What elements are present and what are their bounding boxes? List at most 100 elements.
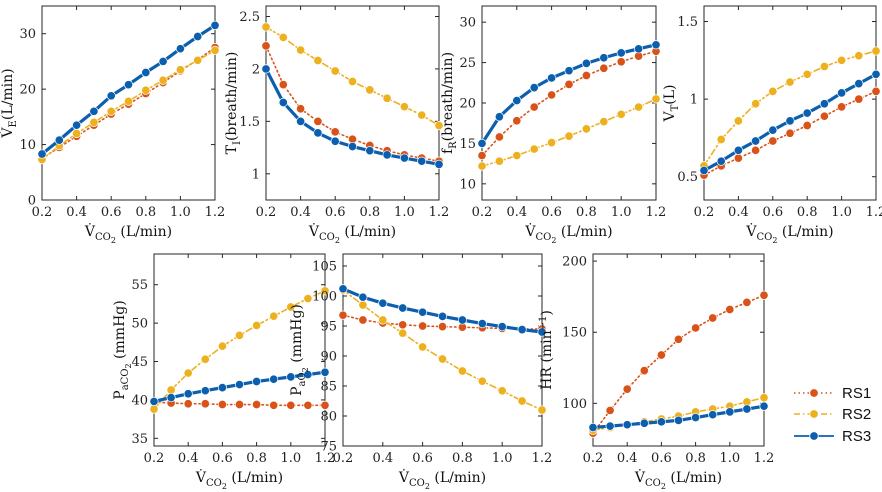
y-axis-label: V̇E(L/min) xyxy=(0,68,19,138)
data-point-rs3 xyxy=(193,31,203,42)
data-point-rs2 xyxy=(434,120,444,131)
data-point-rs2 xyxy=(89,117,99,127)
data-point-rs3 xyxy=(768,125,778,135)
x-tick-label: 1.0 xyxy=(492,451,513,466)
data-point-rs1 xyxy=(278,80,288,90)
plot-frame xyxy=(153,253,326,447)
x-tick-label: 0.6 xyxy=(101,205,122,220)
data-point-rs3 xyxy=(234,380,245,390)
data-point-rs2 xyxy=(261,22,271,32)
data-point-rs1 xyxy=(599,63,609,73)
data-point-rs3 xyxy=(200,386,210,396)
x-tick-label: 0.6 xyxy=(762,205,783,220)
data-point-rs3 xyxy=(616,48,626,58)
x-tick-label: 0.8 xyxy=(246,451,267,466)
data-point-rs2 xyxy=(751,99,761,109)
x-tick-label: 0.2 xyxy=(144,451,165,466)
data-point-rs3 xyxy=(517,325,527,335)
y-axis-label: TI(breath/min) xyxy=(224,52,243,155)
data-point-rs2 xyxy=(252,320,262,330)
x-tick-label: 0.2 xyxy=(694,205,715,220)
data-point-rs3 xyxy=(673,415,684,425)
data-point-rs3 xyxy=(158,56,168,66)
data-point-rs3 xyxy=(398,303,408,313)
data-point-rs3 xyxy=(313,128,323,138)
data-point-rs3 xyxy=(537,327,547,337)
data-point-rs2 xyxy=(158,75,168,85)
legend-label-rs2: RS2 xyxy=(842,406,871,423)
data-point-rs2 xyxy=(166,385,176,395)
data-point-rs2 xyxy=(382,93,392,103)
data-point-rs3 xyxy=(588,422,598,433)
data-point-rs3 xyxy=(418,307,428,317)
data-point-rs1 xyxy=(529,102,539,112)
y-axis-label: HR (min−1) xyxy=(538,310,555,390)
data-point-rs3 xyxy=(286,372,296,382)
data-point-rs2 xyxy=(417,110,427,120)
data-point-rs3 xyxy=(434,159,444,169)
y-tick-label: 105 xyxy=(312,260,337,275)
x-tick-label: 0.6 xyxy=(212,451,233,466)
data-point-rs3 xyxy=(477,138,487,148)
y-tick-label: 15 xyxy=(459,137,476,152)
data-point-rs3 xyxy=(622,420,632,430)
data-point-rs2 xyxy=(716,134,726,145)
data-point-rs3 xyxy=(802,108,812,118)
data-point-rs1 xyxy=(200,399,210,409)
data-point-rs3 xyxy=(529,83,539,93)
plot-frame xyxy=(481,5,657,201)
data-point-rs3 xyxy=(175,44,185,54)
legend: RS1 RS2 RS3 xyxy=(788,378,878,458)
data-point-rs2 xyxy=(347,76,358,87)
panel-pao2: 0.2 0.4 0.6 0.8 1.0 1.27580859095100105V̇CO2 … xyxy=(289,253,552,491)
x-tick-label: 0.4 xyxy=(372,451,393,466)
data-point-rs1 xyxy=(217,399,227,410)
panel-fr: 0.2 0.4 0.6 0.8 1.0 1.2 10 15 20 25 30 V̇CO2 (L/min… xyxy=(440,5,666,245)
data-point-rs3 xyxy=(54,135,64,145)
data-point-rs1 xyxy=(338,310,348,320)
data-point-rs3 xyxy=(512,96,522,106)
data-point-rs3 xyxy=(141,67,151,78)
data-point-rs2 xyxy=(72,128,82,139)
data-point-rs2 xyxy=(149,404,159,414)
data-point-rs2 xyxy=(733,116,743,126)
data-point-rs3 xyxy=(166,393,176,403)
x-tick-label: 0.6 xyxy=(412,451,433,466)
data-point-rs2 xyxy=(497,386,507,396)
data-point-rs2 xyxy=(330,66,340,76)
x-tick-label: 0.4 xyxy=(728,205,749,220)
data-point-rs1 xyxy=(494,132,504,142)
data-point-rs2 xyxy=(759,393,769,403)
y-tick-label: 2 xyxy=(252,62,260,77)
data-point-rs3 xyxy=(477,319,487,329)
data-point-rs3 xyxy=(699,165,709,176)
x-axis-label: V̇CO2 (L/min) xyxy=(308,222,396,245)
y-tick-label: 100 xyxy=(312,290,337,305)
data-point-rs2 xyxy=(398,328,408,338)
data-point-rs1 xyxy=(261,41,271,51)
data-point-rs2 xyxy=(871,46,881,56)
data-point-rs2 xyxy=(313,55,323,66)
y-tick-label: 25 xyxy=(459,56,476,71)
y-tick-label: 2.5 xyxy=(239,10,260,25)
data-point-rs1 xyxy=(802,120,812,131)
data-point-rs3 xyxy=(651,40,661,50)
data-point-rs3 xyxy=(149,396,159,407)
y-tick-label: 10 xyxy=(459,177,476,192)
x-tick-label: 0.8 xyxy=(576,205,597,220)
data-point-rs1 xyxy=(622,384,632,394)
y-axis-label: fR(breath/min) xyxy=(440,52,459,154)
y-tick-label: 50 xyxy=(131,317,148,332)
data-point-rs2 xyxy=(193,55,203,65)
y-tick-label: 0.5 xyxy=(677,170,698,185)
x-axis-label: V̇CO2 (L/min) xyxy=(398,468,486,491)
panel-vt: 0.2 0.4 0.6 0.8 1.0 1.2 0.5 1 1.5 V̇CO2 (L/min) VT… xyxy=(662,5,882,245)
data-point-rs1 xyxy=(854,94,864,104)
data-point-rs3 xyxy=(399,153,409,163)
data-point-rs1 xyxy=(320,400,330,410)
data-point-rs1 xyxy=(819,111,829,121)
x-tick-label: 0.6 xyxy=(325,205,346,220)
data-point-rs3 xyxy=(871,69,881,79)
data-point-rs3 xyxy=(37,149,47,159)
data-point-rs3 xyxy=(269,374,279,384)
